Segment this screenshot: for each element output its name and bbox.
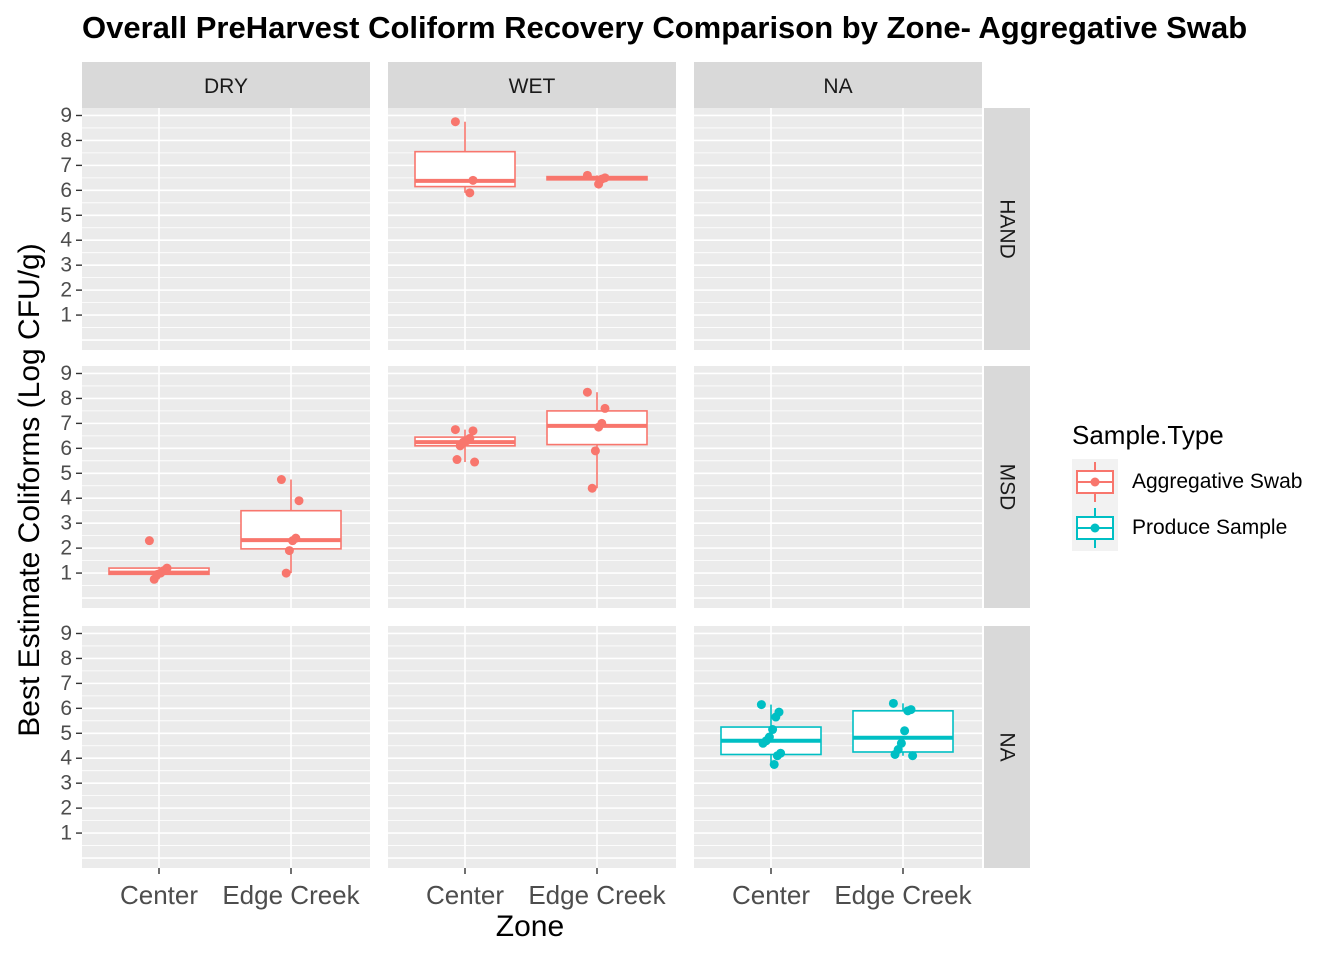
- data-point: [276, 475, 286, 485]
- y-axis-label: Best Estimate Coliforms (Log CFU/g): [13, 243, 46, 737]
- y-tick-label: 3: [60, 512, 72, 535]
- data-point: [468, 426, 478, 436]
- y-tick-label: 3: [60, 772, 72, 795]
- legend-item-produce-sample: Produce Sample: [1072, 505, 1302, 551]
- data-point: [450, 117, 460, 127]
- facet-strip-col-label: DRY: [204, 75, 248, 98]
- data-point: [452, 455, 462, 465]
- y-tick-label: 8: [60, 129, 72, 152]
- data-point: [455, 441, 465, 451]
- facet-strip-row-label: HAND: [996, 199, 1019, 259]
- y-tick-label: 7: [60, 412, 72, 435]
- data-point: [890, 749, 900, 759]
- data-point: [758, 738, 768, 748]
- facet-strip-row-label: MSD: [996, 464, 1019, 511]
- x-axis-label: Zone: [495, 910, 565, 943]
- panel-background: [388, 626, 676, 868]
- facet-strip-row-label: NA: [996, 732, 1019, 761]
- y-tick-label: 2: [60, 797, 72, 820]
- y-tick-label: 2: [60, 537, 72, 560]
- facet-strip-col: [694, 62, 982, 108]
- y-tick-label: 6: [60, 437, 72, 460]
- legend-item-aggregative-swab: Aggregative Swab: [1072, 459, 1302, 505]
- data-point: [600, 403, 610, 413]
- legend: Sample.Type Aggregative Swab Produce Sam…: [1072, 420, 1302, 551]
- legend-key-produce-sample: [1072, 505, 1118, 551]
- legend-key-aggregative-swab: [1072, 459, 1118, 505]
- facet-strip-row: [984, 366, 1030, 608]
- data-point: [294, 496, 304, 506]
- y-tick-label: 1: [60, 304, 72, 327]
- legend-label-produce-sample: Produce Sample: [1132, 516, 1288, 539]
- data-point: [772, 751, 782, 761]
- data-point: [284, 546, 294, 556]
- panel-background: [694, 366, 982, 608]
- y-tick-label: 4: [60, 229, 72, 252]
- chart-title: Overall PreHarvest Coliform Recovery Com…: [82, 10, 1248, 45]
- data-point: [594, 422, 604, 432]
- data-point: [144, 536, 154, 546]
- panel-background: [388, 108, 676, 350]
- y-tick-label: 9: [60, 362, 72, 385]
- x-tick-label: Edge Creek: [834, 880, 972, 910]
- data-point: [450, 425, 460, 435]
- data-point: [903, 706, 913, 716]
- data-point: [756, 700, 766, 710]
- data-point: [908, 751, 918, 761]
- data-point: [288, 536, 298, 546]
- x-tick-label: Center: [426, 880, 504, 910]
- data-point: [582, 170, 592, 180]
- y-tick-label: 9: [60, 104, 72, 127]
- data-point: [465, 188, 475, 198]
- facet-strip-row: [984, 626, 1030, 868]
- x-tick-label: Center: [732, 880, 810, 910]
- data-point: [900, 726, 910, 736]
- y-tick-label: 2: [60, 279, 72, 302]
- facet-strip-col-label: WET: [509, 75, 556, 98]
- data-point: [149, 574, 159, 584]
- y-tick-label: 1: [60, 822, 72, 845]
- x-tick-label: Center: [120, 880, 198, 910]
- y-tick-label: 4: [60, 747, 72, 770]
- facet-strip-col: [388, 62, 676, 108]
- y-tick-label: 7: [60, 154, 72, 177]
- panel-background: [694, 108, 982, 350]
- legend-title: Sample.Type: [1072, 420, 1224, 450]
- y-tick-label: 5: [60, 462, 72, 485]
- y-tick-label: 8: [60, 387, 72, 410]
- y-tick-label: 6: [60, 697, 72, 720]
- facet-strip-col: [82, 62, 370, 108]
- facet-strip-col-label: NA: [823, 75, 852, 98]
- y-tick-label: 7: [60, 672, 72, 695]
- panel-background: [388, 366, 676, 608]
- data-point: [587, 483, 597, 493]
- y-tick-label: 9: [60, 622, 72, 645]
- facet-strip-row: [984, 108, 1030, 350]
- data-point: [281, 568, 291, 578]
- data-point: [590, 446, 600, 456]
- panel-background: [82, 108, 370, 350]
- y-tick-label: 3: [60, 254, 72, 277]
- data-point: [769, 759, 779, 769]
- y-tick-label: 1: [60, 562, 72, 585]
- legend-label-aggregative-swab: Aggregative Swab: [1132, 470, 1303, 493]
- y-tick-label: 8: [60, 647, 72, 670]
- data-point: [594, 179, 604, 189]
- y-tick-label: 5: [60, 204, 72, 227]
- x-tick-label: Edge Creek: [222, 880, 360, 910]
- data-point: [771, 712, 781, 722]
- data-point: [582, 387, 592, 397]
- y-tick-label: 4: [60, 487, 72, 510]
- y-tick-label: 5: [60, 722, 72, 745]
- x-tick-label: Edge Creek: [528, 880, 666, 910]
- panel-background: [82, 626, 370, 868]
- data-point: [470, 457, 480, 467]
- data-point: [468, 175, 478, 185]
- y-tick-label: 6: [60, 179, 72, 202]
- data-point: [888, 698, 898, 708]
- data-point: [768, 725, 778, 735]
